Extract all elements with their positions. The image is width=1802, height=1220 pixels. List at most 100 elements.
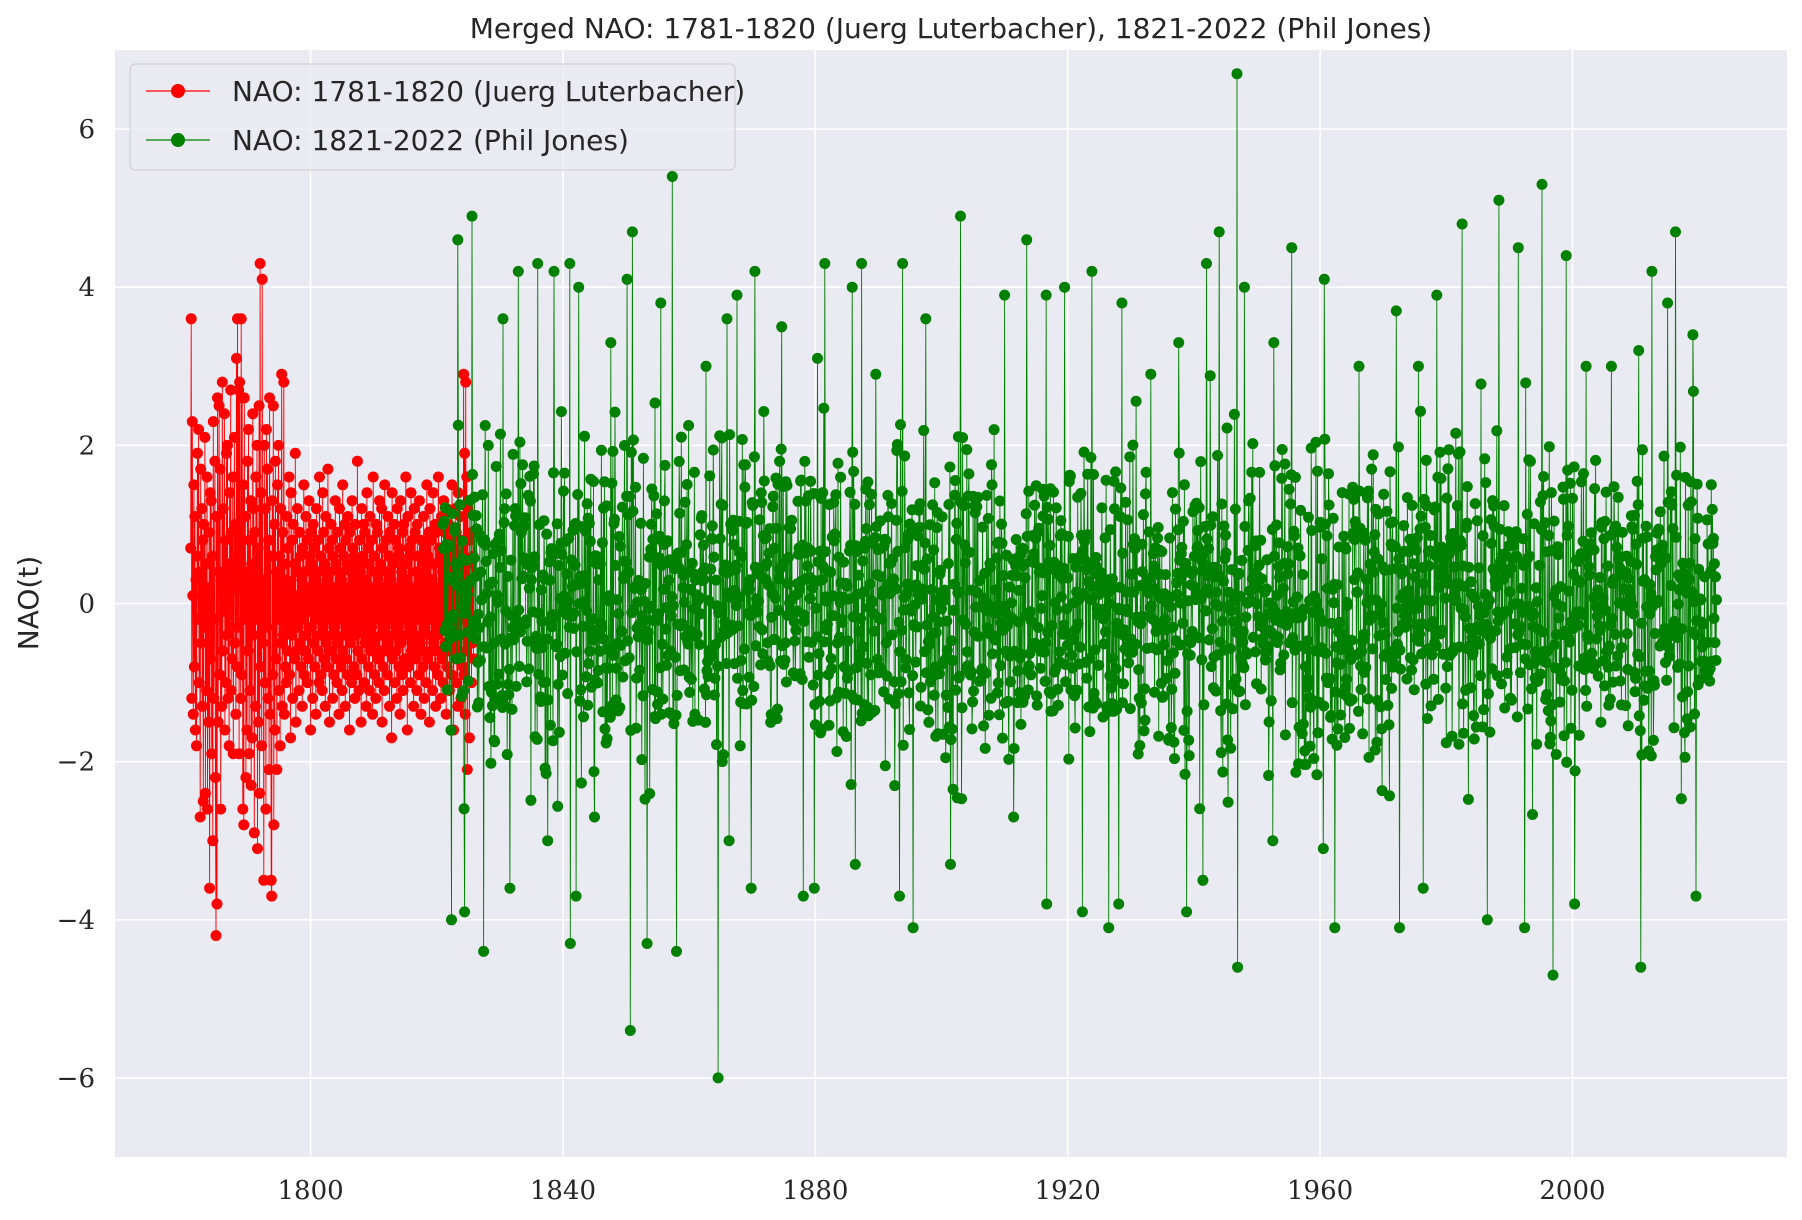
data-point	[959, 557, 971, 569]
data-point	[1299, 661, 1311, 673]
data-point	[390, 582, 402, 594]
data-point	[1629, 686, 1641, 698]
data-point	[870, 368, 882, 380]
data-point	[1693, 563, 1705, 575]
data-point	[501, 749, 513, 760]
data-point	[509, 520, 521, 531]
data-point	[1297, 718, 1309, 730]
data-point	[1592, 670, 1604, 682]
data-point	[1709, 637, 1721, 649]
data-point	[202, 803, 213, 815]
data-point	[1660, 552, 1672, 564]
data-point	[504, 882, 516, 894]
data-point	[344, 724, 355, 736]
data-point	[1539, 517, 1551, 529]
data-point	[1421, 713, 1433, 724]
data-point	[223, 558, 235, 570]
data-point	[392, 542, 404, 554]
data-point	[951, 517, 963, 529]
data-point	[602, 662, 614, 674]
data-point	[1360, 573, 1372, 585]
data-point	[998, 570, 1010, 581]
data-point	[555, 406, 567, 418]
data-point	[1213, 226, 1225, 238]
data-point	[481, 588, 493, 599]
data-point	[723, 835, 735, 847]
data-point	[1290, 766, 1302, 778]
data-point	[645, 518, 657, 530]
data-point	[301, 677, 313, 689]
data-point	[849, 858, 861, 870]
data-point	[619, 440, 630, 451]
data-point	[1127, 439, 1139, 451]
data-point	[693, 591, 705, 603]
data-point	[1564, 477, 1576, 489]
data-point	[656, 638, 668, 650]
data-point	[366, 582, 378, 594]
data-point	[895, 419, 906, 431]
data-point	[1177, 515, 1189, 527]
data-point	[291, 503, 303, 515]
data-point	[1346, 694, 1358, 705]
data-point	[1519, 922, 1531, 934]
data-point	[490, 461, 502, 472]
data-point	[616, 501, 628, 513]
data-point	[330, 653, 342, 665]
data-point	[1265, 695, 1277, 707]
data-point	[1441, 492, 1453, 504]
data-point	[1690, 890, 1702, 902]
data-point	[967, 696, 979, 708]
data-point	[705, 563, 717, 575]
data-point	[564, 258, 576, 269]
data-point	[285, 487, 297, 499]
data-point	[1162, 655, 1174, 667]
data-point	[316, 582, 328, 594]
data-point	[461, 589, 473, 601]
legend-entry-jones: NAO: 1821-2022 (Phil Jones)	[232, 124, 629, 157]
data-point	[1220, 529, 1231, 541]
data-point	[284, 582, 296, 594]
data-point	[235, 692, 247, 704]
data-point	[331, 677, 343, 689]
data-point	[589, 811, 600, 823]
data-point	[1116, 297, 1128, 309]
data-point	[328, 582, 340, 594]
data-point	[1398, 520, 1410, 532]
data-point	[1401, 673, 1413, 685]
data-point	[357, 613, 369, 625]
data-point	[415, 574, 426, 586]
data-point	[947, 783, 959, 795]
data-point	[607, 445, 619, 457]
data-point	[219, 724, 231, 736]
data-point	[950, 684, 962, 696]
data-point	[336, 574, 348, 586]
data-point	[1408, 558, 1420, 570]
data-point	[583, 658, 595, 670]
data-point	[1148, 560, 1160, 572]
data-point	[835, 471, 847, 483]
data-point	[250, 613, 262, 625]
data-point	[311, 534, 323, 546]
data-point	[768, 542, 780, 554]
data-point	[497, 313, 509, 325]
data-point	[1231, 68, 1243, 80]
data-point	[739, 459, 751, 471]
data-point	[621, 273, 633, 285]
data-point	[673, 456, 685, 467]
data-point	[588, 476, 599, 487]
data-point	[1594, 624, 1606, 636]
data-point	[639, 615, 650, 627]
data-point	[231, 352, 242, 364]
data-point	[1173, 337, 1185, 349]
data-point	[1588, 544, 1600, 556]
data-point	[1099, 532, 1111, 544]
data-point	[944, 461, 956, 473]
data-point	[831, 746, 843, 757]
data-point	[892, 688, 904, 700]
data-point	[1222, 734, 1234, 746]
data-point	[234, 376, 246, 388]
data-point	[584, 645, 596, 657]
data-point	[187, 590, 199, 602]
data-point	[206, 550, 218, 562]
data-point	[1062, 572, 1074, 584]
